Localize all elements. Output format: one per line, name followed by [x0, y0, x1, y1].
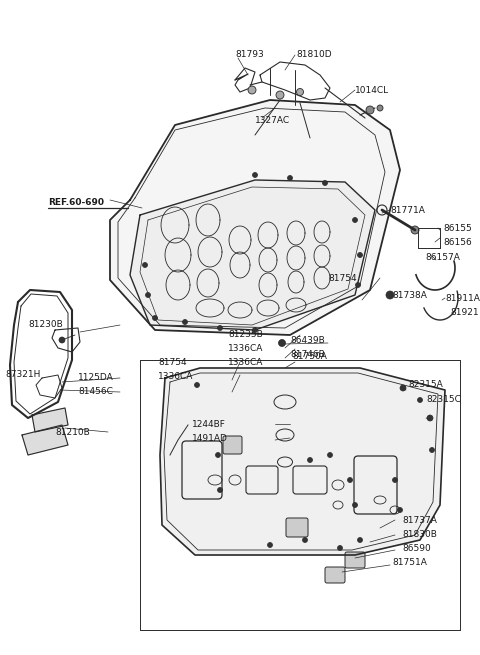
Text: 1336CA: 1336CA [158, 372, 193, 381]
Text: 81737A: 81737A [402, 516, 437, 525]
Circle shape [182, 320, 188, 324]
Circle shape [366, 106, 374, 114]
Text: 86155: 86155 [443, 224, 472, 233]
Circle shape [302, 538, 308, 542]
Circle shape [393, 477, 397, 483]
FancyBboxPatch shape [223, 436, 242, 454]
Circle shape [297, 88, 303, 96]
Text: 81750A: 81750A [293, 352, 327, 361]
Circle shape [153, 316, 157, 320]
Polygon shape [130, 180, 375, 330]
Text: 81771A: 81771A [390, 206, 425, 215]
Text: 81810D: 81810D [296, 50, 332, 59]
Circle shape [411, 226, 419, 234]
Text: 1336CA: 1336CA [228, 344, 264, 353]
Circle shape [143, 263, 147, 267]
Text: 81751A: 81751A [392, 558, 427, 567]
Circle shape [430, 447, 434, 453]
Circle shape [327, 453, 333, 457]
Text: 86157A: 86157A [425, 253, 460, 262]
Circle shape [400, 385, 406, 391]
Text: 86590: 86590 [402, 544, 431, 553]
Text: 86439B: 86439B [290, 336, 325, 345]
Circle shape [59, 337, 65, 343]
Circle shape [252, 172, 257, 178]
Text: 1327AC: 1327AC [255, 116, 290, 125]
Text: 81738A: 81738A [392, 291, 427, 300]
Text: 81456C: 81456C [78, 387, 113, 396]
Text: 81793: 81793 [235, 50, 264, 59]
Text: 81830B: 81830B [402, 530, 437, 539]
FancyBboxPatch shape [345, 552, 365, 568]
Text: REF.60-690: REF.60-690 [48, 198, 104, 207]
Circle shape [348, 477, 352, 483]
Text: 81235B: 81235B [228, 330, 263, 339]
Text: 1125DA: 1125DA [78, 373, 114, 382]
Text: 82315A: 82315A [408, 380, 443, 389]
Circle shape [352, 502, 358, 508]
FancyBboxPatch shape [286, 518, 308, 537]
Polygon shape [22, 425, 68, 455]
Circle shape [267, 542, 273, 548]
Circle shape [288, 176, 292, 181]
Circle shape [145, 293, 151, 297]
Text: 82315C: 82315C [426, 395, 461, 404]
Circle shape [248, 86, 256, 94]
Text: 1244BF: 1244BF [192, 420, 226, 429]
Text: 81911A: 81911A [445, 294, 480, 303]
Text: 81230B: 81230B [28, 320, 63, 329]
Text: 81754: 81754 [158, 358, 187, 367]
Text: 81210B: 81210B [55, 428, 90, 437]
Circle shape [358, 252, 362, 257]
Text: 86156: 86156 [443, 238, 472, 247]
Text: 1336CA: 1336CA [228, 358, 264, 367]
Circle shape [397, 508, 403, 512]
Text: 87321H: 87321H [5, 370, 40, 379]
Text: 1491AD: 1491AD [192, 434, 228, 443]
Circle shape [252, 328, 257, 333]
Circle shape [377, 105, 383, 111]
Circle shape [217, 326, 223, 331]
Circle shape [276, 91, 284, 99]
Circle shape [217, 487, 223, 493]
Text: 81746B: 81746B [290, 350, 325, 359]
Circle shape [386, 291, 394, 299]
Text: 81754: 81754 [328, 274, 357, 283]
Polygon shape [160, 368, 445, 555]
Polygon shape [110, 100, 400, 335]
Circle shape [308, 457, 312, 462]
Circle shape [194, 383, 200, 388]
Circle shape [418, 398, 422, 403]
FancyBboxPatch shape [325, 567, 345, 583]
Circle shape [323, 181, 327, 185]
Polygon shape [32, 408, 68, 432]
Circle shape [427, 415, 433, 421]
Circle shape [337, 546, 343, 550]
Circle shape [352, 217, 358, 223]
Circle shape [216, 453, 220, 457]
Text: 1014CL: 1014CL [355, 86, 389, 95]
Circle shape [278, 339, 286, 346]
Circle shape [356, 282, 360, 288]
Circle shape [358, 538, 362, 542]
Text: 81921: 81921 [450, 308, 479, 317]
